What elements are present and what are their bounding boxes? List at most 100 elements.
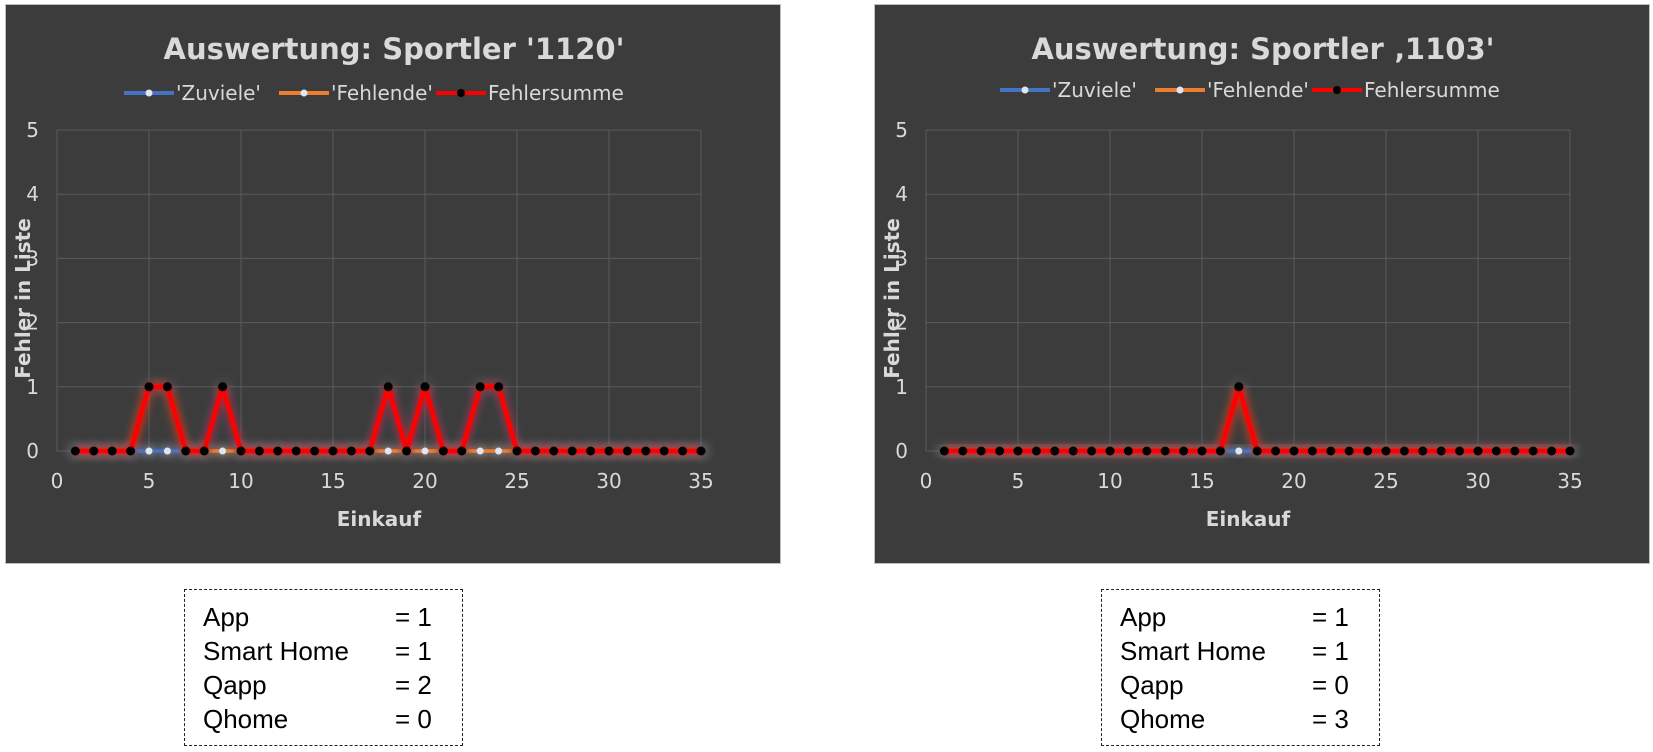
data-point bbox=[89, 446, 99, 456]
data-point bbox=[126, 446, 136, 456]
data-point bbox=[70, 446, 80, 456]
data-point bbox=[1399, 446, 1409, 456]
data-point bbox=[659, 446, 669, 456]
y-tick-label: 0 bbox=[895, 439, 908, 463]
y-tick-label: 4 bbox=[895, 182, 908, 206]
data-point bbox=[1197, 446, 1207, 456]
x-tick-label: 35 bbox=[688, 469, 713, 493]
series-line-2 bbox=[944, 385, 1570, 453]
summary-value: = 2 bbox=[395, 670, 432, 700]
data-point bbox=[1252, 446, 1262, 456]
data-point bbox=[696, 446, 706, 456]
data-point bbox=[346, 446, 356, 456]
series-3 bbox=[939, 382, 1575, 456]
data-point bbox=[144, 382, 154, 392]
summary-box-1: App = 1 Smart Home = 1 Qapp = 2 Qhome = … bbox=[184, 589, 463, 746]
x-axis-title: Einkauf bbox=[337, 507, 422, 531]
data-point bbox=[1179, 446, 1189, 456]
chart-svg-1: Auswertung: Sportler '1120' 'Zuviele' 'Feh… bbox=[11, 32, 714, 531]
data-point bbox=[494, 382, 504, 392]
data-point bbox=[1381, 446, 1391, 456]
data-point bbox=[310, 446, 320, 456]
x-tick-label: 5 bbox=[1012, 469, 1025, 493]
legend-marker-2 bbox=[1176, 86, 1184, 94]
y-tick-label: 4 bbox=[26, 182, 39, 206]
data-point bbox=[1473, 446, 1483, 456]
legend-label-1: 'Zuviele' bbox=[176, 81, 261, 105]
y-tick-label: 5 bbox=[26, 118, 39, 142]
summary-box-2: App = 1 Smart Home = 1 Qapp = 0 Qhome = … bbox=[1101, 589, 1380, 746]
legend-marker-3 bbox=[1333, 86, 1341, 94]
data-point bbox=[475, 382, 485, 392]
summary-value: = 1 bbox=[395, 636, 432, 666]
data-point bbox=[1510, 446, 1520, 456]
x-tick-label: 20 bbox=[1281, 469, 1306, 493]
legend-marker-2 bbox=[300, 89, 308, 97]
data-point bbox=[236, 446, 246, 456]
summary-label: Qapp bbox=[1120, 670, 1184, 700]
summary-label: App bbox=[203, 602, 250, 632]
data-point bbox=[1547, 446, 1557, 456]
legend-label-3: Fehlersumme bbox=[488, 81, 624, 105]
summary-value: = 1 bbox=[395, 602, 432, 632]
data-point bbox=[107, 446, 117, 456]
x-tick-label: 30 bbox=[1465, 469, 1490, 493]
data-point bbox=[218, 382, 228, 392]
data-point bbox=[549, 446, 559, 456]
data-point bbox=[476, 447, 484, 455]
data-point bbox=[199, 446, 209, 456]
data-point bbox=[1013, 446, 1023, 456]
data-point bbox=[291, 446, 301, 456]
data-point bbox=[402, 446, 412, 456]
x-tick-label: 15 bbox=[320, 469, 345, 493]
data-point bbox=[1105, 446, 1115, 456]
summary-value: = 1 bbox=[1312, 636, 1349, 666]
y-tick-label: 1 bbox=[895, 375, 908, 399]
y-axis-title: Fehler in Liste bbox=[880, 218, 904, 379]
data-point bbox=[958, 446, 968, 456]
x-tick-label: 5 bbox=[143, 469, 156, 493]
summary-value: = 1 bbox=[1312, 602, 1349, 632]
data-point bbox=[1215, 446, 1225, 456]
data-point bbox=[273, 446, 283, 456]
y-tick-label: 3 bbox=[26, 246, 39, 270]
data-point bbox=[1050, 446, 1060, 456]
summary-value: = 3 bbox=[1312, 704, 1349, 734]
data-point bbox=[219, 447, 227, 455]
data-point bbox=[145, 447, 153, 455]
data-point bbox=[365, 446, 375, 456]
data-point bbox=[1234, 382, 1244, 392]
summary-label: App bbox=[1120, 602, 1167, 632]
legend-label-2: 'Fehlende' bbox=[1207, 78, 1309, 102]
data-point bbox=[1491, 446, 1501, 456]
y-tick-label: 1 bbox=[26, 375, 39, 399]
y-tick-label: 2 bbox=[895, 311, 908, 335]
data-point bbox=[641, 446, 651, 456]
data-point bbox=[1344, 446, 1354, 456]
legend-marker-3 bbox=[457, 89, 465, 97]
data-point bbox=[622, 446, 632, 456]
series-3 bbox=[70, 382, 706, 456]
data-point bbox=[1271, 446, 1281, 456]
data-point bbox=[567, 446, 577, 456]
data-point bbox=[976, 446, 986, 456]
x-tick-label: 25 bbox=[504, 469, 529, 493]
legend-label-1: 'Zuviele' bbox=[1052, 78, 1137, 102]
data-point bbox=[1307, 446, 1317, 456]
summary-label: Qhome bbox=[1120, 704, 1206, 734]
summary-label: Qhome bbox=[203, 704, 289, 734]
data-point bbox=[162, 382, 172, 392]
x-tick-label: 30 bbox=[596, 469, 621, 493]
x-tick-label: 0 bbox=[51, 469, 64, 493]
data-point bbox=[383, 382, 393, 392]
y-tick-label: 0 bbox=[26, 439, 39, 463]
chart-title: Auswertung: Sportler '1120' bbox=[164, 32, 625, 66]
summary-value: = 0 bbox=[1312, 670, 1349, 700]
summary-value: = 0 bbox=[395, 704, 432, 734]
data-point bbox=[1363, 446, 1373, 456]
chart-sportler-1120: Auswertung: Sportler '1120' 'Zuviele' 'Feh… bbox=[5, 4, 781, 564]
y-tick-label: 3 bbox=[895, 246, 908, 270]
y-tick-label: 2 bbox=[26, 311, 39, 335]
chart-title: Auswertung: Sportler ‚1103' bbox=[1031, 32, 1494, 66]
y-axis-title: Fehler in Liste bbox=[11, 218, 35, 379]
